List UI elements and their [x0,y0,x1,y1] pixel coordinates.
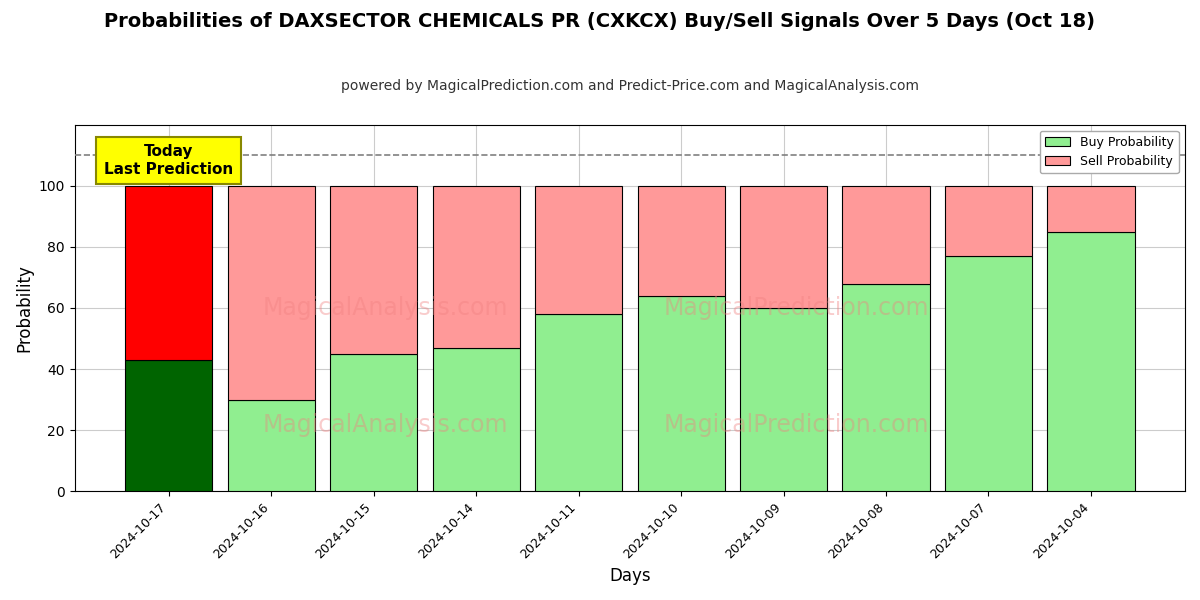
Bar [125,186,212,360]
Bar [228,186,314,400]
Title: powered by MagicalPrediction.com and Predict-Price.com and MagicalAnalysis.com: powered by MagicalPrediction.com and Pre… [341,79,919,93]
X-axis label: Days: Days [610,567,650,585]
Text: Today
Last Prediction: Today Last Prediction [104,144,233,176]
Text: MagicalPrediction.com: MagicalPrediction.com [664,296,929,320]
Bar [1048,232,1134,491]
Bar [330,186,418,354]
Bar [330,354,418,491]
Bar [432,186,520,348]
Bar [842,186,930,284]
Bar [535,186,622,314]
Bar [944,256,1032,491]
Bar [637,296,725,491]
Text: Probabilities of DAXSECTOR CHEMICALS PR (CXKCX) Buy/Sell Signals Over 5 Days (Oc: Probabilities of DAXSECTOR CHEMICALS PR … [104,12,1096,31]
Bar [1048,186,1134,232]
Bar [228,400,314,491]
Legend: Buy Probability, Sell Probability: Buy Probability, Sell Probability [1040,131,1178,173]
Bar [944,186,1032,256]
Bar [637,186,725,296]
Bar [432,348,520,491]
Text: MagicalAnalysis.com: MagicalAnalysis.com [263,413,509,437]
Text: MagicalAnalysis.com: MagicalAnalysis.com [263,296,509,320]
Bar [740,186,827,308]
Bar [535,314,622,491]
Bar [125,360,212,491]
Text: MagicalPrediction.com: MagicalPrediction.com [664,413,929,437]
Bar [842,284,930,491]
Bar [740,308,827,491]
Y-axis label: Probability: Probability [16,264,34,352]
